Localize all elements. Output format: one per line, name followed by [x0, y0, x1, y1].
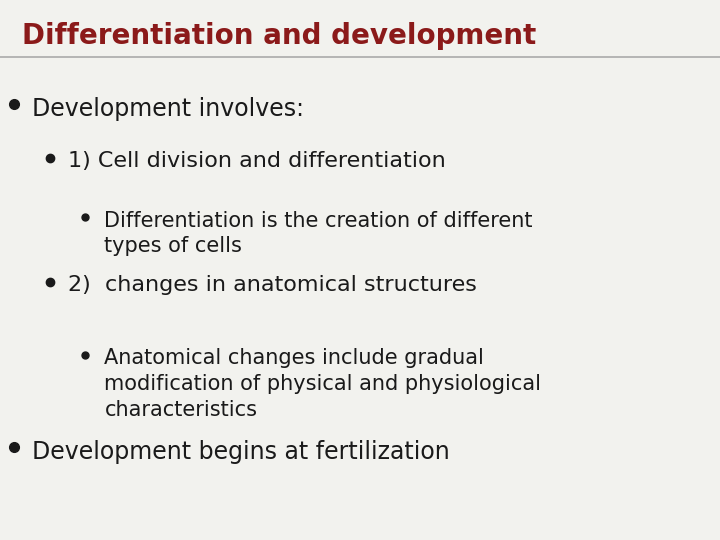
Text: 1) Cell division and differentiation: 1) Cell division and differentiation — [68, 151, 446, 171]
Text: Differentiation and development: Differentiation and development — [22, 22, 536, 50]
Text: Development involves:: Development involves: — [32, 97, 305, 121]
Text: Differentiation is the creation of different
types of cells: Differentiation is the creation of diffe… — [104, 211, 533, 256]
Text: Anatomical changes include gradual
modification of physical and physiological
ch: Anatomical changes include gradual modif… — [104, 348, 541, 420]
Text: 2)  changes in anatomical structures: 2) changes in anatomical structures — [68, 275, 477, 295]
Text: Development begins at fertilization: Development begins at fertilization — [32, 440, 450, 464]
